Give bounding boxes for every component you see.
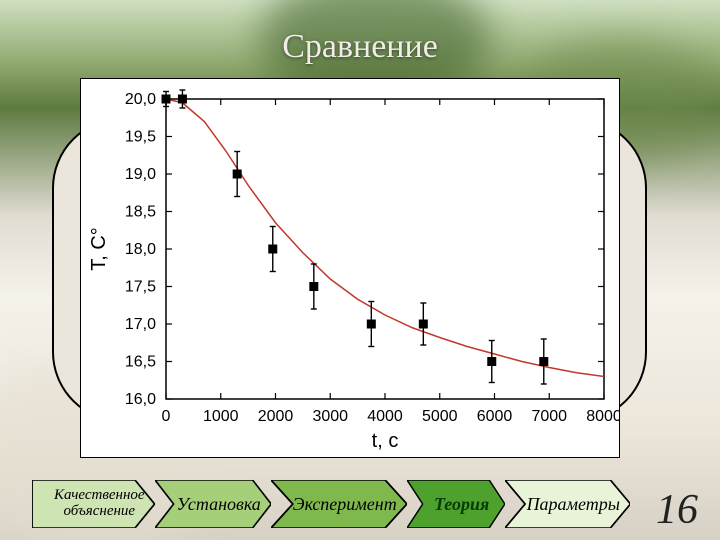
nav-item-label: Эксперимент	[293, 495, 397, 514]
svg-text:16,5: 16,5	[125, 354, 156, 371]
page-number: 16	[656, 486, 698, 534]
svg-text:0: 0	[162, 408, 171, 425]
svg-text:4000: 4000	[367, 408, 403, 425]
chart: 0 1000 2000 3000 4000 5000 6000 7000 8000 16,0 16,…	[80, 78, 620, 458]
nav-item-label: Качественное объяснение	[54, 488, 145, 520]
nav-item-2[interactable]: Эксперимент	[271, 480, 407, 528]
svg-text:7000: 7000	[531, 408, 567, 425]
svg-text:18,0: 18,0	[125, 241, 156, 258]
svg-text:19,5: 19,5	[125, 129, 156, 146]
svg-text:16,0: 16,0	[125, 391, 156, 408]
nav-item-3[interactable]: Теория	[407, 480, 505, 528]
svg-text:8000: 8000	[586, 408, 619, 425]
slide-title: Сравнение	[0, 28, 720, 66]
svg-text:t, с: t, с	[372, 430, 399, 452]
nav-item-4[interactable]: Параметры	[505, 480, 630, 528]
svg-text:3000: 3000	[312, 408, 348, 425]
nav-item-1[interactable]: Установка	[155, 480, 271, 528]
svg-text:6000: 6000	[477, 408, 513, 425]
svg-text:17,0: 17,0	[125, 316, 156, 333]
svg-text:18,5: 18,5	[125, 204, 156, 221]
svg-text:5000: 5000	[422, 408, 458, 425]
nav-item-label: Установка	[177, 495, 261, 514]
nav-item-label: Параметры	[527, 495, 620, 514]
nav-item-label: Теория	[434, 495, 489, 514]
svg-text:17,5: 17,5	[125, 279, 156, 296]
svg-text:1000: 1000	[203, 408, 239, 425]
svg-text:20,0: 20,0	[125, 91, 156, 108]
svg-text:2000: 2000	[258, 408, 294, 425]
nav-item-0[interactable]: Качественное объяснение	[32, 480, 155, 528]
svg-text:T, C°: T, C°	[88, 227, 110, 271]
chart-svg: 0 1000 2000 3000 4000 5000 6000 7000 8000 16,0 16,…	[81, 79, 619, 457]
nav-chevrons: Качественное объяснение Установка Экспер…	[32, 480, 630, 528]
slide: Сравнение 0 1000 2000 3000 4000 5000 6000 7000 8…	[0, 0, 720, 540]
svg-text:19,0: 19,0	[125, 166, 156, 183]
